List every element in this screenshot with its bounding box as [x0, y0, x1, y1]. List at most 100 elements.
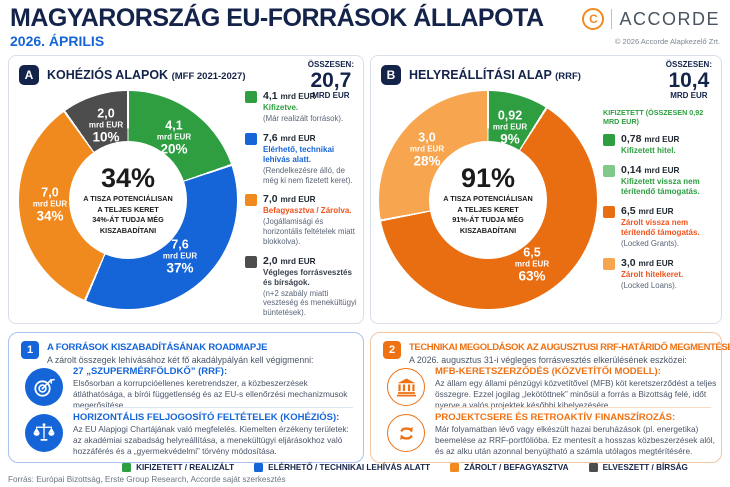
roadmap-intro: A zárolt összegek lehívásához két fő aka… [47, 355, 314, 365]
panel-a-total: ÖSSZESEN: 20,7 MRD EUR [307, 60, 354, 101]
panel-b-title-suffix: (RRF) [555, 71, 581, 82]
legend-unit: mrd EUR [638, 206, 674, 216]
roadmap-item-title: HORIZONTÁLIS FELJOGOSÍTÓ FELTÉTELEK (KOH… [73, 412, 340, 423]
center-text-line: A TISZA POTENCIÁLISAN [83, 194, 173, 204]
legend-label: Zárolt vissza nem térítendő támogatás. [621, 217, 700, 237]
total-value: 20,7 [310, 68, 352, 92]
recycle-icon [387, 414, 425, 452]
center-text-line: KISZABADÍTANI [99, 225, 157, 235]
total-label: ÖSSZESEN: [307, 60, 354, 69]
legend-note: (Rendelkezésre álló, de még ki nem fizet… [263, 165, 353, 185]
legend-item-available: 7,6 mrd EUR Elérhető, technikai lehívás … [245, 132, 359, 186]
legend-swatch [245, 132, 257, 145]
legend-swatch [122, 463, 132, 472]
legend-swatch [603, 133, 615, 146]
total-value: 10,4 [668, 68, 710, 92]
panel-b-title: HELYREÁLLÍTÁSI ALAP (RRF) [409, 68, 581, 82]
legend-label: Elérhető, technikai lehívás alatt. [263, 144, 335, 164]
roadmap-item-supermilestones: 27 „SZUPERMÉRFÖLDKŐ” (RRF): Elsősorban a… [73, 366, 355, 411]
legend-label: ELVESZETT / BÍRSÁG [602, 463, 688, 472]
panel-b-title-text: HELYREÁLLÍTÁSI ALAP [409, 68, 552, 82]
total-label: ÖSSZESEN: [665, 60, 712, 69]
panel-roadmap: 1 A FORRÁSOK KISZABADÍTÁSÁNAK ROADMAPJE … [8, 332, 364, 463]
legend-note: (Locked Loans). [621, 280, 677, 290]
legend-note: (n+2 szabály miatti veszteség és menekül… [263, 288, 357, 318]
panel-rrf: B HELYREÁLLÍTÁSI ALAP (RRF) ÖSSZESEN: 10… [370, 55, 722, 324]
panel-technical-solutions: 2 TECHNIKAI MEGOLDÁSOK AZ AUGUSZTUSI RRF… [370, 332, 730, 463]
legend-note: (Locked Grants). [621, 238, 680, 248]
donut-segment-label-paid: 0,92 mrd EUR 9% [492, 108, 528, 146]
legend-label: Zárolt hitelkeret. [621, 269, 684, 279]
legend-value: 2,0 [263, 254, 278, 267]
center-text-line: A TISZA POTENCIÁLISAN [443, 194, 533, 204]
legend-item-paid-grant: 0,14 mrd EUR Kifizetett vissza nem térít… [603, 164, 719, 197]
roadmap-title: A FORRÁSOK KISZABADÍTÁSÁNAK ROADMAPJE [47, 342, 268, 353]
legend-unit: mrd EUR [280, 133, 316, 143]
panel-cohesion-funds: A KOHÉZIÓS ALAPOK (MFF 2021-2027) ÖSSZES… [8, 55, 364, 324]
roadmap-badge: 1 [21, 341, 39, 359]
legend-value: 7,6 [263, 131, 278, 144]
donut-segment-label-frozen: 7,0 mrd EUR 34% [32, 185, 68, 223]
page-subtitle: 2026. ÁPRILIS [10, 33, 105, 49]
global-color-legend: KIFIZETETT / REALIZÁLT ELÉRHETŐ / TECHNI… [40, 463, 730, 472]
roadmap-item-body: Az EU Alapjogi Chartájának való megfelel… [73, 424, 349, 456]
technical-intro: A 2026. augusztus 31-i végleges forrásve… [409, 355, 687, 365]
legend-value: 3,0 [621, 256, 636, 269]
cohesion-donut-chart: 4,1 mrd EUR 20% 7,6 mrd EUR 37% 7,0 mrd … [19, 91, 237, 309]
center-text-line: A TELJES KERET [457, 204, 519, 214]
center-text-line: 34%-ÁT TUDJA MÉG [92, 215, 164, 225]
technical-divider [435, 407, 711, 408]
legend-item-paid-loan: 0,78 mrd EUR Kifizetett hitel. [603, 133, 719, 156]
legend-item-lost: 2,0 mrd EUR Végleges forrásvesztés és bí… [245, 255, 359, 318]
legend-unit: mrd EUR [280, 92, 316, 101]
panel-a-title-suffix: (MFF 2021-2027) [171, 71, 246, 82]
source-note: Forrás: Európai Bizottság, Erste Group R… [8, 475, 286, 484]
panel-a-badge: A [19, 65, 39, 85]
center-text-line: 91%-ÁT TUDJA MÉG [452, 215, 524, 225]
legend-swatch [603, 205, 615, 218]
roadmap-item-horizontal-conditions: HORIZONTÁLIS FELJOGOSÍTÓ FELTÉTELEK (KOH… [73, 412, 355, 457]
legend-value: 4,1 [263, 90, 278, 102]
legend-label: Befagyasztva / Zárolva. [263, 206, 352, 216]
legend-swatch [245, 255, 257, 268]
legend-label: Végleges forrásvesztés és bírságok. [263, 267, 352, 287]
legend-unit: mrd EUR [644, 134, 680, 144]
target-icon [25, 368, 63, 406]
legend-item-locked-loans: 3,0 mrd EUR Zárolt hitelkeret. (Locked L… [603, 257, 719, 291]
center-percentage: 91% [460, 162, 516, 193]
rrf-legend: KIFIZETETT (ÖSSZESEN 0,92 MRD EUR) 0,78 … [603, 108, 719, 290]
donut-center-callout: 91% A TISZA POTENCIÁLISAN A TELJES KERET… [429, 141, 547, 259]
scales-icon [25, 414, 63, 452]
donut-center-callout: 34% A TISZA POTENCIÁLISAN A TELJES KERET… [69, 141, 187, 259]
technical-item-body: Már folyamatban lévő vagy elkészült haza… [435, 424, 715, 456]
legend-swatch [245, 194, 257, 207]
roadmap-item-body: Elsősorban a korrupcióellenes keretrends… [73, 378, 348, 410]
legend-label: ELÉRHETŐ / TECHNIKAI LEHÍVÁS ALATT [268, 463, 431, 472]
panel-a-title: KOHÉZIÓS ALAPOK (MFF 2021-2027) [47, 68, 245, 82]
legend-swatch [588, 463, 598, 472]
center-text-line: A TELJES KERET [97, 204, 159, 214]
legend-value: 0,14 [621, 163, 642, 176]
technical-badge: 2 [383, 341, 401, 359]
logo-wordmark: ACCORDE [619, 8, 720, 29]
legend-unit: mrd EUR [280, 195, 316, 205]
legend-label: ZÁROLT / BEFAGYASZTVA [464, 463, 569, 472]
technical-item-mfb: MFB-KERETSZERZŐDÉS (KÖZVETÍTŐI MODELL): … [435, 366, 717, 411]
legend-swatch [450, 463, 460, 472]
legend-label: KIFIZETETT / REALIZÁLT [136, 463, 235, 472]
panel-b-badge: B [381, 65, 401, 85]
rrf-legend-header: KIFIZETETT (ÖSSZESEN 0,92 MRD EUR) [603, 108, 704, 127]
accorde-logo: C ACCORDE [582, 8, 720, 30]
donut-segment-label-locked-grants: 6,5 mrd EUR 63% [514, 245, 550, 283]
technical-item-title: PROJEKTCSERE ÉS RETROAKTÍV FINANSZÍROZÁS… [435, 412, 676, 423]
legend-value: 7,0 [263, 193, 278, 206]
technical-title: TECHNIKAI MEGOLDÁSOK AZ AUGUSZTUSI RRF-H… [409, 342, 730, 353]
legend-item-paid: 4,1 mrd EUR Kifizetve. (Már realizált fo… [245, 90, 359, 124]
donut-segment-label-locked-loans: 3,0 mrd EUR 28% [409, 130, 445, 168]
page-title: MAGYARORSZÁG EU-FORRÁSOK ÁLLAPOTA [10, 4, 544, 32]
legend-item-locked-global: ZÁROLT / BEFAGYASZTVA [450, 463, 569, 472]
legend-note: (Jogállamisági és horizontális feltétele… [263, 217, 355, 246]
legend-value: 0,78 [621, 132, 642, 145]
copyright-notice: © 2026 Accorde Alapkezelő Zrt. [614, 37, 720, 46]
legend-swatch [603, 257, 615, 270]
